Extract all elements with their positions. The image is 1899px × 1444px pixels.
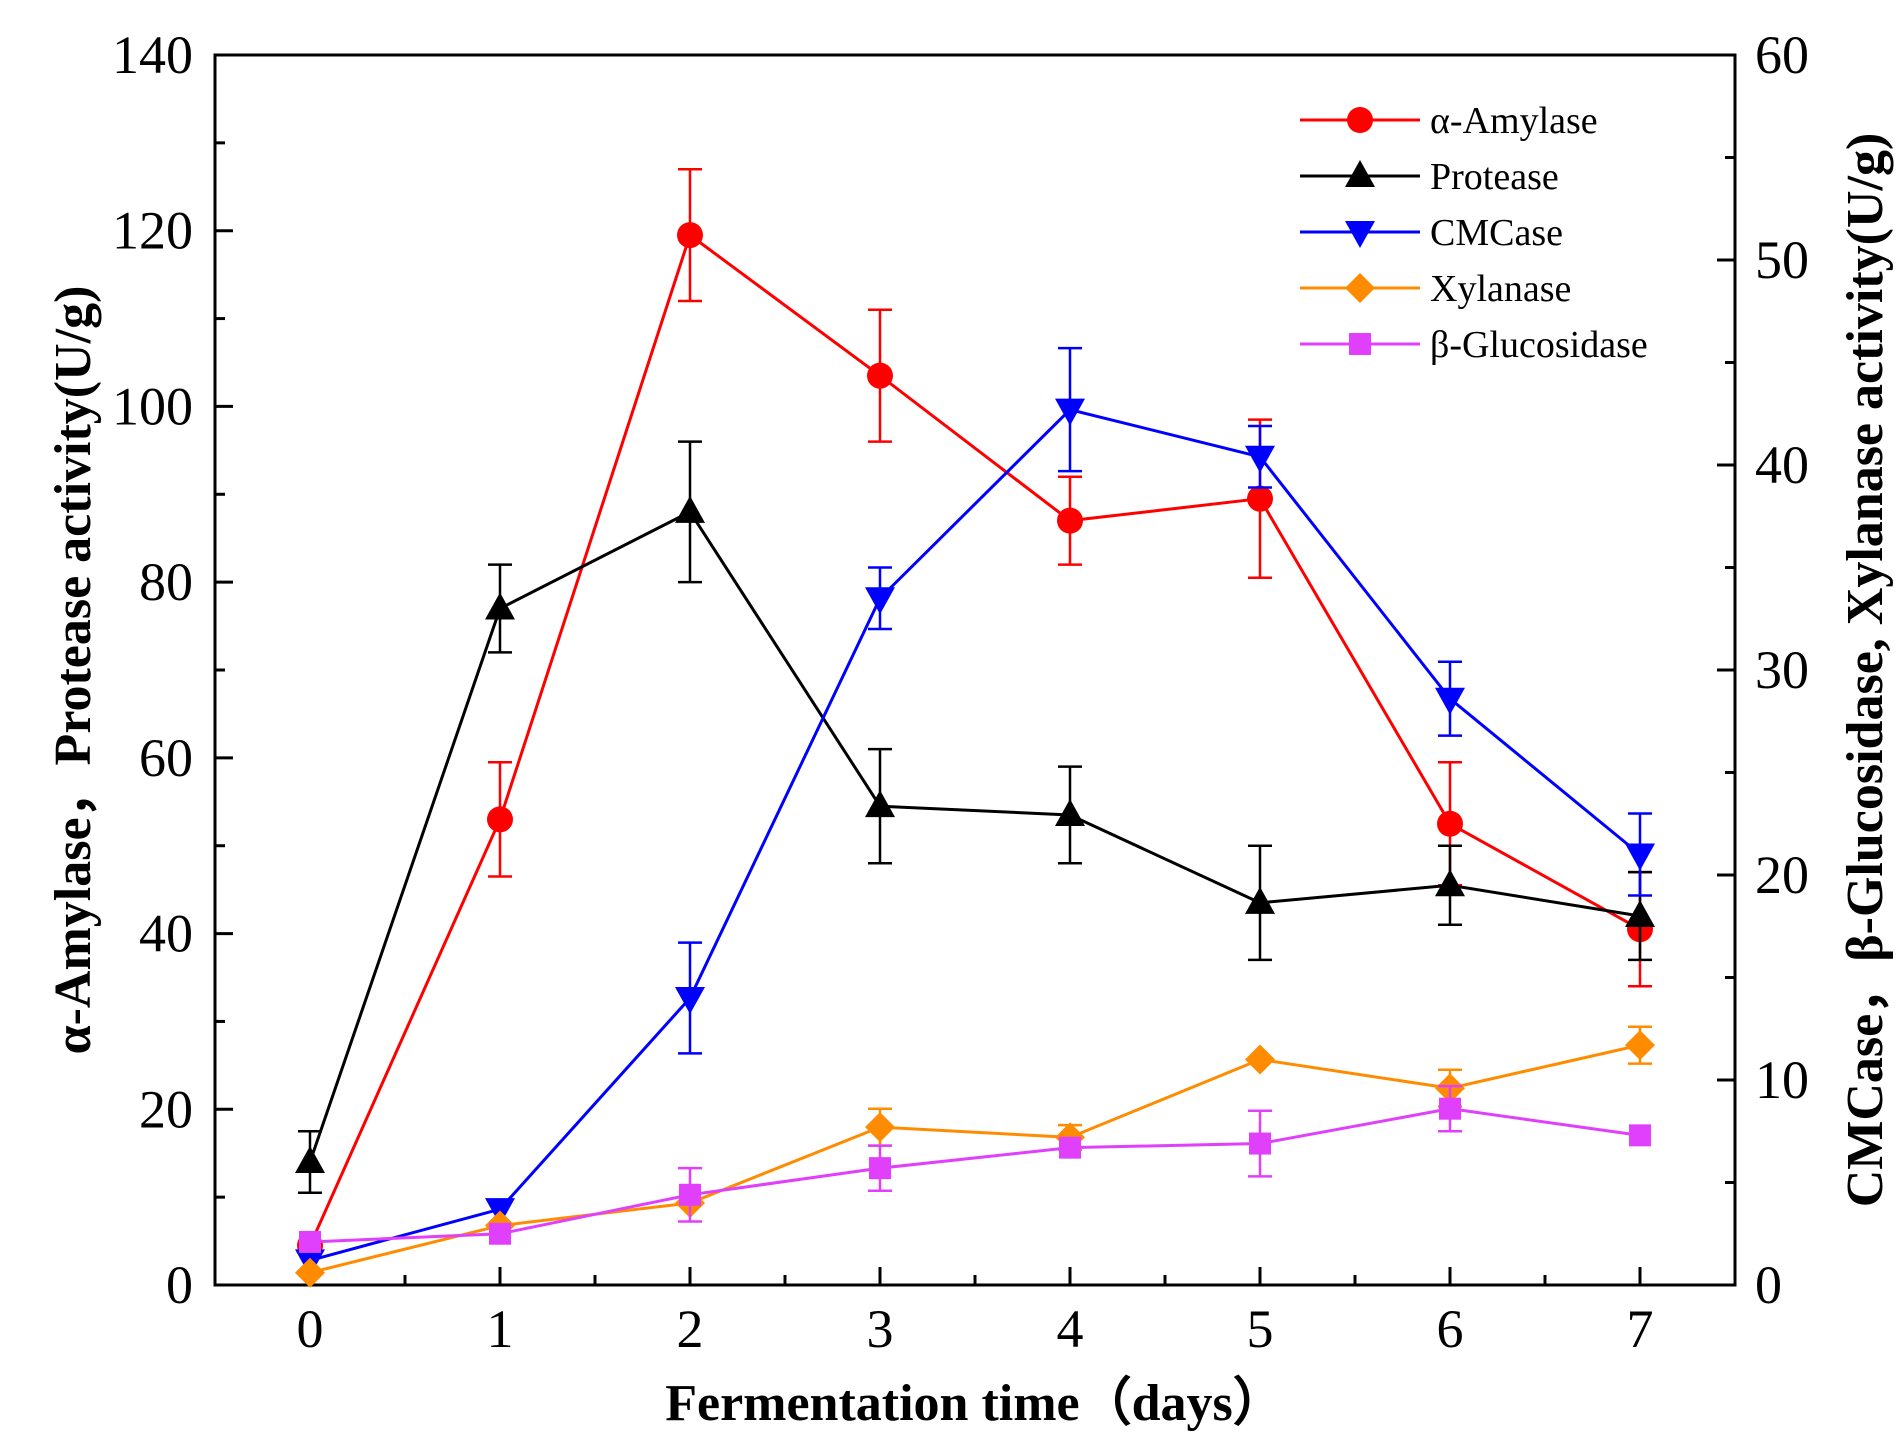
data-point [1439, 1097, 1461, 1120]
right-y-tick-label: 10 [1755, 1050, 1809, 1110]
right-y-axis-ticks: 0 10 20 30 40 50 60 [1717, 25, 1809, 1315]
data-point [675, 987, 705, 1014]
left-y-tick-label: 40 [139, 904, 193, 964]
left-y-tick-label: 120 [112, 201, 193, 261]
x-tick-label: 5 [1247, 1299, 1274, 1359]
series-protease [295, 440, 1655, 1194]
series-line [309, 1107, 1641, 1244]
data-point [679, 1183, 701, 1206]
legend-item: β-Glucosidase [1300, 324, 1648, 366]
legend-label: Xylanase [1430, 268, 1571, 310]
legend: α-Amylase Protease CMCase Xylanase β-Glucosi… [1300, 100, 1648, 366]
data-point [865, 587, 895, 615]
data-point [1055, 398, 1085, 426]
left-y-tick-label: 60 [139, 728, 193, 788]
x-tick-label: 0 [297, 1299, 324, 1359]
data-point [1245, 1044, 1275, 1075]
right-y-tick-label: 40 [1755, 435, 1809, 495]
legend-marker [1345, 160, 1375, 187]
x-tick-label: 2 [677, 1299, 704, 1359]
data-point [1435, 687, 1465, 715]
data-point [675, 495, 705, 523]
right-y-tick-label: 60 [1755, 25, 1809, 85]
legend-item: α-Amylase [1300, 100, 1598, 142]
series-line [309, 407, 1641, 1262]
data-point [865, 1112, 895, 1143]
data-point [295, 1146, 325, 1173]
left-y-tick-label: 140 [112, 25, 193, 85]
data-point [869, 1157, 891, 1180]
data-point [1435, 869, 1465, 897]
data-point [1625, 900, 1655, 927]
legend-marker [1349, 333, 1371, 355]
left-y-axis-title: α-Amylase，Protease activity(U/g) [45, 286, 102, 1055]
legend-label: CMCase [1430, 212, 1563, 254]
x-tick-label: 6 [1437, 1299, 1464, 1359]
x-tick-label: 3 [867, 1299, 894, 1359]
x-tick-label: 4 [1057, 1299, 1084, 1359]
series-line [308, 509, 1641, 1163]
data-point [485, 592, 515, 620]
legend-item: Protease [1300, 156, 1559, 198]
right-y-tick-label: 30 [1755, 640, 1809, 700]
data-point [1625, 1030, 1655, 1061]
series-line [309, 1043, 1641, 1275]
legend-item: CMCase [1300, 212, 1563, 254]
x-tick-label: 1 [487, 1299, 514, 1359]
data-point [1245, 886, 1275, 914]
data-point [1245, 445, 1275, 473]
right-y-axis-title: CMCase，β-Glucosidase, Xylanase activity(… [1837, 133, 1894, 1208]
legend-item: Xylanase [1300, 268, 1571, 310]
x-tick-label: 7 [1627, 1299, 1654, 1359]
data-point [1057, 507, 1083, 534]
data-point [867, 362, 893, 389]
data-point [1247, 485, 1273, 512]
legend-marker [1347, 107, 1373, 133]
left-y-tick-label: 0 [166, 1255, 193, 1315]
data-point [1249, 1132, 1271, 1155]
right-y-tick-label: 20 [1755, 845, 1809, 905]
data-point [1059, 1136, 1081, 1159]
data-point [1625, 843, 1655, 871]
data-point [487, 806, 513, 833]
left-y-axis-ticks: 0 20 40 60 80 100 120 140 [112, 25, 233, 1315]
right-y-tick-label: 0 [1755, 1255, 1782, 1315]
data-point [1055, 798, 1085, 826]
data-point [1629, 1124, 1651, 1147]
legend-marker [1345, 221, 1375, 248]
data-point [295, 1257, 325, 1288]
legend-marker [1345, 273, 1375, 303]
series-glucosidase [299, 1084, 1651, 1253]
legend-label: β-Glucosidase [1430, 324, 1648, 366]
data-point [1437, 810, 1463, 837]
left-y-tick-label: 80 [139, 552, 193, 612]
legend-label: Protease [1430, 156, 1559, 198]
legend-label: α-Amylase [1430, 100, 1598, 142]
series-line [308, 232, 1641, 1247]
data-point [865, 790, 895, 818]
right-y-tick-label: 50 [1755, 230, 1809, 290]
left-y-tick-label: 20 [139, 1079, 193, 1139]
data-point [299, 1230, 321, 1253]
data-point [677, 222, 703, 249]
series-group [295, 167, 1655, 1288]
x-axis-ticks: 0 1 2 3 4 5 6 7 [297, 1267, 1654, 1359]
x-axis-title: Fermentation time（days） [665, 1374, 1285, 1432]
data-point [489, 1222, 511, 1245]
left-y-tick-label: 100 [112, 376, 193, 436]
